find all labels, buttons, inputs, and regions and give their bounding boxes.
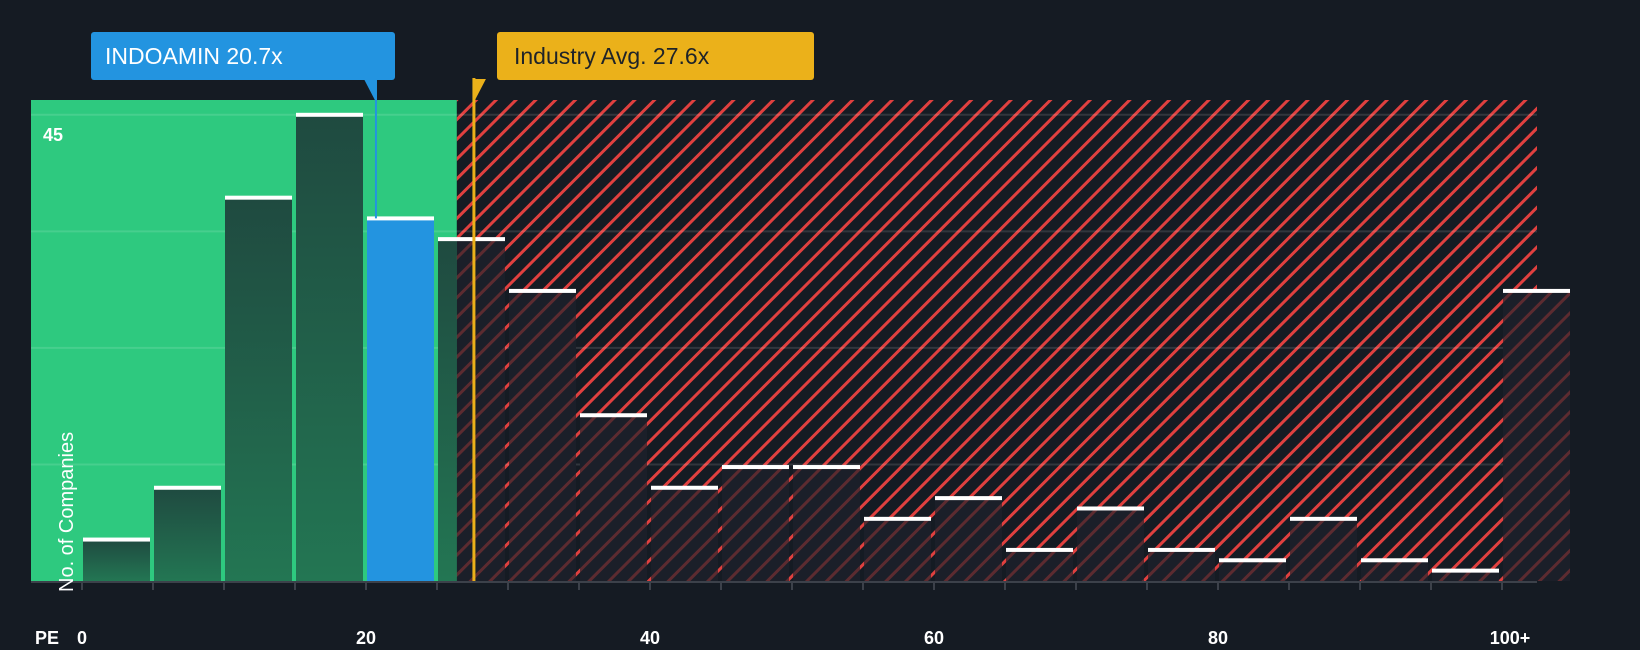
bar-20-25 bbox=[367, 216, 434, 581]
bar-cap bbox=[1006, 547, 1073, 552]
bar-body bbox=[1290, 518, 1357, 581]
bar-body bbox=[722, 467, 789, 581]
bar-body bbox=[1077, 508, 1144, 581]
bar-cap bbox=[651, 485, 718, 490]
bar-cap bbox=[793, 465, 860, 470]
bar-80-85 bbox=[1219, 558, 1286, 581]
bar-cap bbox=[438, 237, 505, 242]
bar-75-80 bbox=[1148, 547, 1215, 581]
bar-cap bbox=[83, 537, 150, 542]
bar-cap bbox=[935, 496, 1002, 501]
bar-body bbox=[935, 498, 1002, 581]
bar-body bbox=[1361, 560, 1428, 581]
bar-35-40 bbox=[580, 413, 647, 581]
company-callout-pointer bbox=[363, 79, 377, 104]
bar-cap bbox=[296, 112, 363, 117]
bar-85-90 bbox=[1290, 516, 1357, 581]
x-tick-label: 60 bbox=[923, 628, 945, 648]
bar-45-50 bbox=[722, 465, 789, 581]
bar-cap bbox=[580, 413, 647, 418]
bar-cap bbox=[1432, 568, 1499, 573]
x-tick-label: 80 bbox=[1207, 628, 1229, 648]
bar-body bbox=[793, 467, 860, 581]
bar-5-10 bbox=[154, 485, 221, 581]
bar-cap bbox=[225, 195, 292, 200]
bar-body bbox=[1219, 560, 1286, 581]
bar-cap bbox=[1290, 516, 1357, 521]
x-axis bbox=[31, 581, 1537, 590]
bar-body bbox=[651, 487, 718, 581]
industry-callout-pointer bbox=[472, 79, 486, 104]
x-tick-label: 100+ bbox=[1489, 628, 1531, 648]
company-pe-callout: INDOAMIN 20.7x bbox=[91, 32, 395, 80]
bar-10-15 bbox=[225, 195, 292, 581]
bar-cap bbox=[367, 216, 434, 221]
bar-55-60 bbox=[864, 516, 931, 581]
bar-cap bbox=[722, 465, 789, 470]
histogram-bars bbox=[83, 112, 1570, 582]
x-tick-label: 20 bbox=[355, 628, 377, 648]
bar-cap bbox=[1361, 558, 1428, 563]
bar-body bbox=[580, 415, 647, 581]
bar-15-20 bbox=[296, 112, 363, 582]
bar-50-55 bbox=[793, 465, 860, 581]
bar-cap bbox=[864, 516, 931, 521]
y-axis-label: No. of Companies bbox=[56, 431, 78, 592]
bar-cap bbox=[154, 485, 221, 490]
gridlines bbox=[31, 113, 1537, 466]
bar-body bbox=[367, 218, 434, 581]
y-tick-45: 45 bbox=[43, 125, 64, 145]
bar-65-70 bbox=[1006, 547, 1073, 581]
bar-95-100 bbox=[1432, 568, 1499, 581]
bar-30-35 bbox=[509, 288, 576, 581]
bar-cap bbox=[1503, 288, 1570, 293]
x-axis-prefix: PE bbox=[35, 628, 60, 648]
bar-body bbox=[1006, 549, 1073, 581]
bar-70-75 bbox=[1077, 506, 1144, 581]
bar-body bbox=[83, 539, 150, 581]
bar-cap bbox=[1148, 547, 1215, 552]
bar-body bbox=[509, 290, 576, 581]
bar-25-30 bbox=[438, 237, 505, 581]
bar-body bbox=[438, 239, 457, 581]
x-tick-label: 0 bbox=[76, 628, 88, 648]
bar-cap bbox=[1077, 506, 1144, 511]
bar-body bbox=[456, 239, 505, 581]
bar-body bbox=[864, 518, 931, 581]
bar-body bbox=[1432, 570, 1499, 581]
bar-body bbox=[1148, 549, 1215, 581]
x-tick-label: 40 bbox=[639, 628, 661, 648]
bar-cap bbox=[509, 288, 576, 293]
bar-40-45 bbox=[651, 485, 718, 581]
marker-lines bbox=[363, 78, 486, 581]
bar-body bbox=[154, 487, 221, 581]
bar-60-65 bbox=[935, 496, 1002, 581]
bar-100+ bbox=[1503, 288, 1570, 581]
bar-0-5 bbox=[83, 537, 150, 581]
bar-body bbox=[1503, 290, 1570, 581]
bar-cap bbox=[1219, 558, 1286, 563]
bar-body bbox=[296, 114, 363, 582]
industry-avg-callout: Industry Avg. 27.6x bbox=[497, 32, 814, 80]
bar-90-95 bbox=[1361, 558, 1428, 581]
bar-body bbox=[225, 197, 292, 581]
